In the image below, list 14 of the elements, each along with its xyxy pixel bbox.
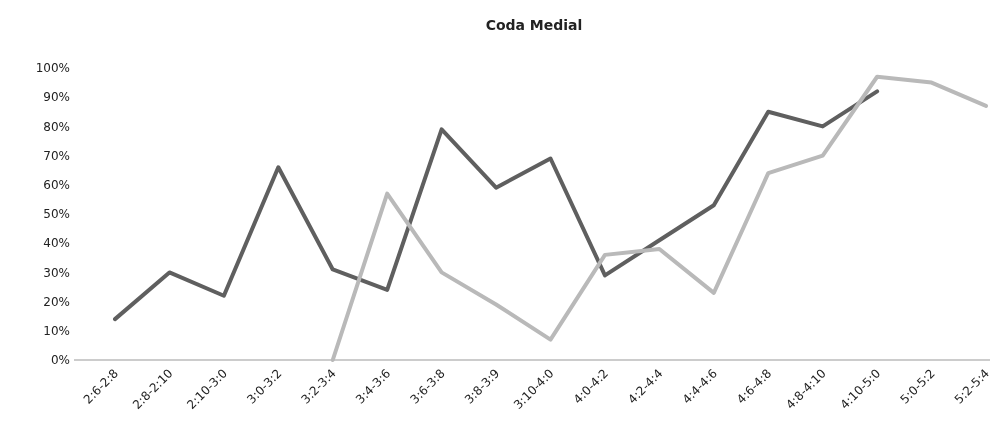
chart-title: Coda Medial	[485, 17, 583, 33]
y-tick-label: 100%	[35, 61, 70, 76]
y-tick-label: 0%	[50, 353, 70, 368]
y-tick-label: 70%	[43, 148, 70, 163]
y-tick-label: 80%	[43, 119, 70, 134]
line-series	[330, 74, 988, 362]
y-tick-label: 90%	[43, 90, 70, 105]
y-tick-label: 20%	[43, 294, 70, 309]
y-tick-label: 10%	[43, 324, 70, 338]
y-tick-label: 40%	[43, 236, 70, 251]
line-series	[113, 89, 880, 322]
y-tick-label: 60%	[43, 178, 70, 192]
y-tick-label: 50%	[43, 207, 70, 222]
y-tick-label: 30%	[43, 265, 70, 280]
